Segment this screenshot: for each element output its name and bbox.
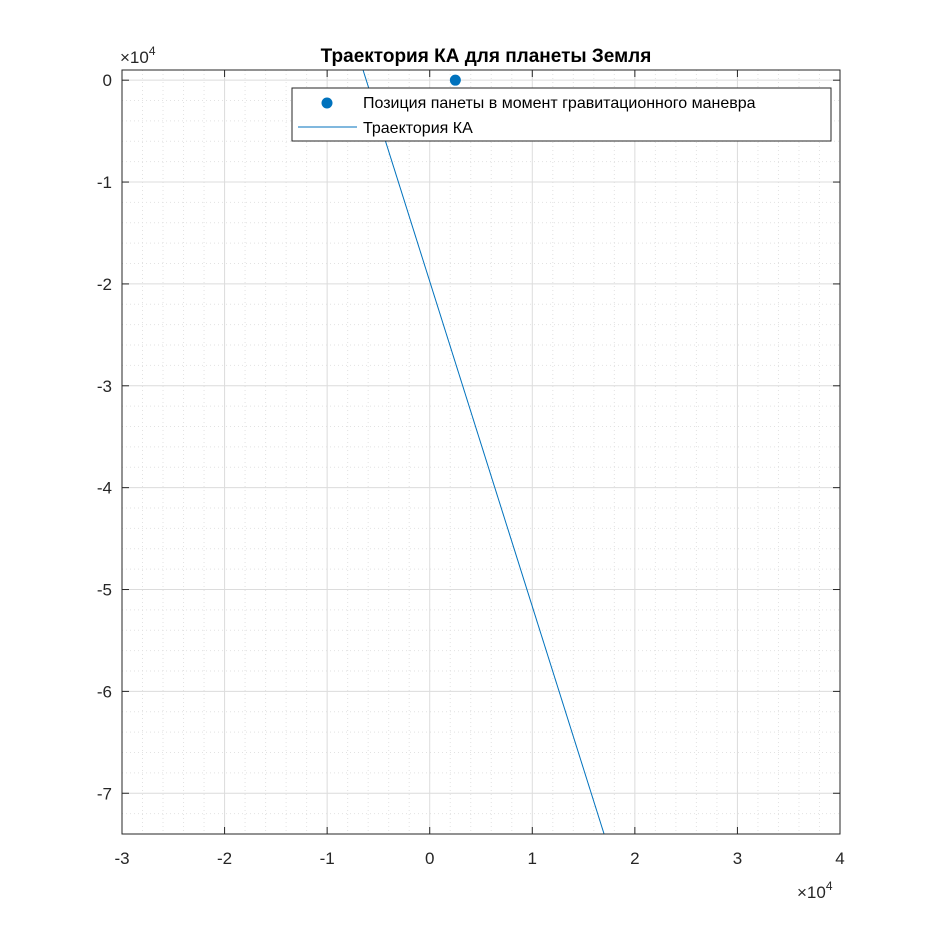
x-tick-label: 4 bbox=[835, 849, 844, 868]
series-layer bbox=[362, 70, 605, 834]
y-tick-label: -7 bbox=[97, 784, 112, 803]
legend-box bbox=[291, 87, 832, 142]
planet-position-marker bbox=[449, 74, 461, 86]
series-group bbox=[362, 70, 605, 834]
y-tick-label: 0 bbox=[103, 71, 112, 90]
x-tick-label: 1 bbox=[528, 849, 537, 868]
x-tick-label: -1 bbox=[320, 849, 335, 868]
minor-grid bbox=[122, 70, 840, 835]
x-tick-label: -2 bbox=[217, 849, 232, 868]
x-tick-label: 2 bbox=[630, 849, 639, 868]
x-axis: -3 -2 -1 0 1 2 3 4 bbox=[114, 70, 845, 868]
y-tick-label: -6 bbox=[97, 682, 112, 701]
trajectory-line bbox=[362, 70, 605, 834]
y-tick-label: -3 bbox=[97, 377, 112, 396]
y-tick-label: -4 bbox=[97, 479, 112, 498]
axes-box bbox=[121, 69, 841, 835]
legend: Позиция панеты в момент гравитационного … bbox=[291, 87, 832, 142]
legend-marker-position bbox=[321, 97, 333, 109]
y-tick-label: -1 bbox=[97, 173, 112, 192]
y-tick-label: -5 bbox=[97, 581, 112, 600]
x-axis-multiplier: ×104 bbox=[797, 879, 833, 902]
chart-title: Траектория КА для планеты Земля bbox=[321, 46, 652, 67]
x-tick-label: 3 bbox=[733, 849, 742, 868]
legend-entry-position: Позиция панеты в момент гравитационного … bbox=[363, 95, 756, 112]
x-tick-label: -3 bbox=[114, 849, 129, 868]
legend-entry-trajectory: Траектория КА bbox=[363, 120, 473, 137]
x-tick-label: 0 bbox=[425, 849, 434, 868]
y-axis-multiplier: ×104 bbox=[120, 44, 156, 67]
plot-area bbox=[122, 70, 840, 834]
y-axis: 0 -1 -2 -3 -4 -5 -6 -7 bbox=[97, 71, 840, 803]
y-tick-label: -2 bbox=[97, 275, 112, 294]
